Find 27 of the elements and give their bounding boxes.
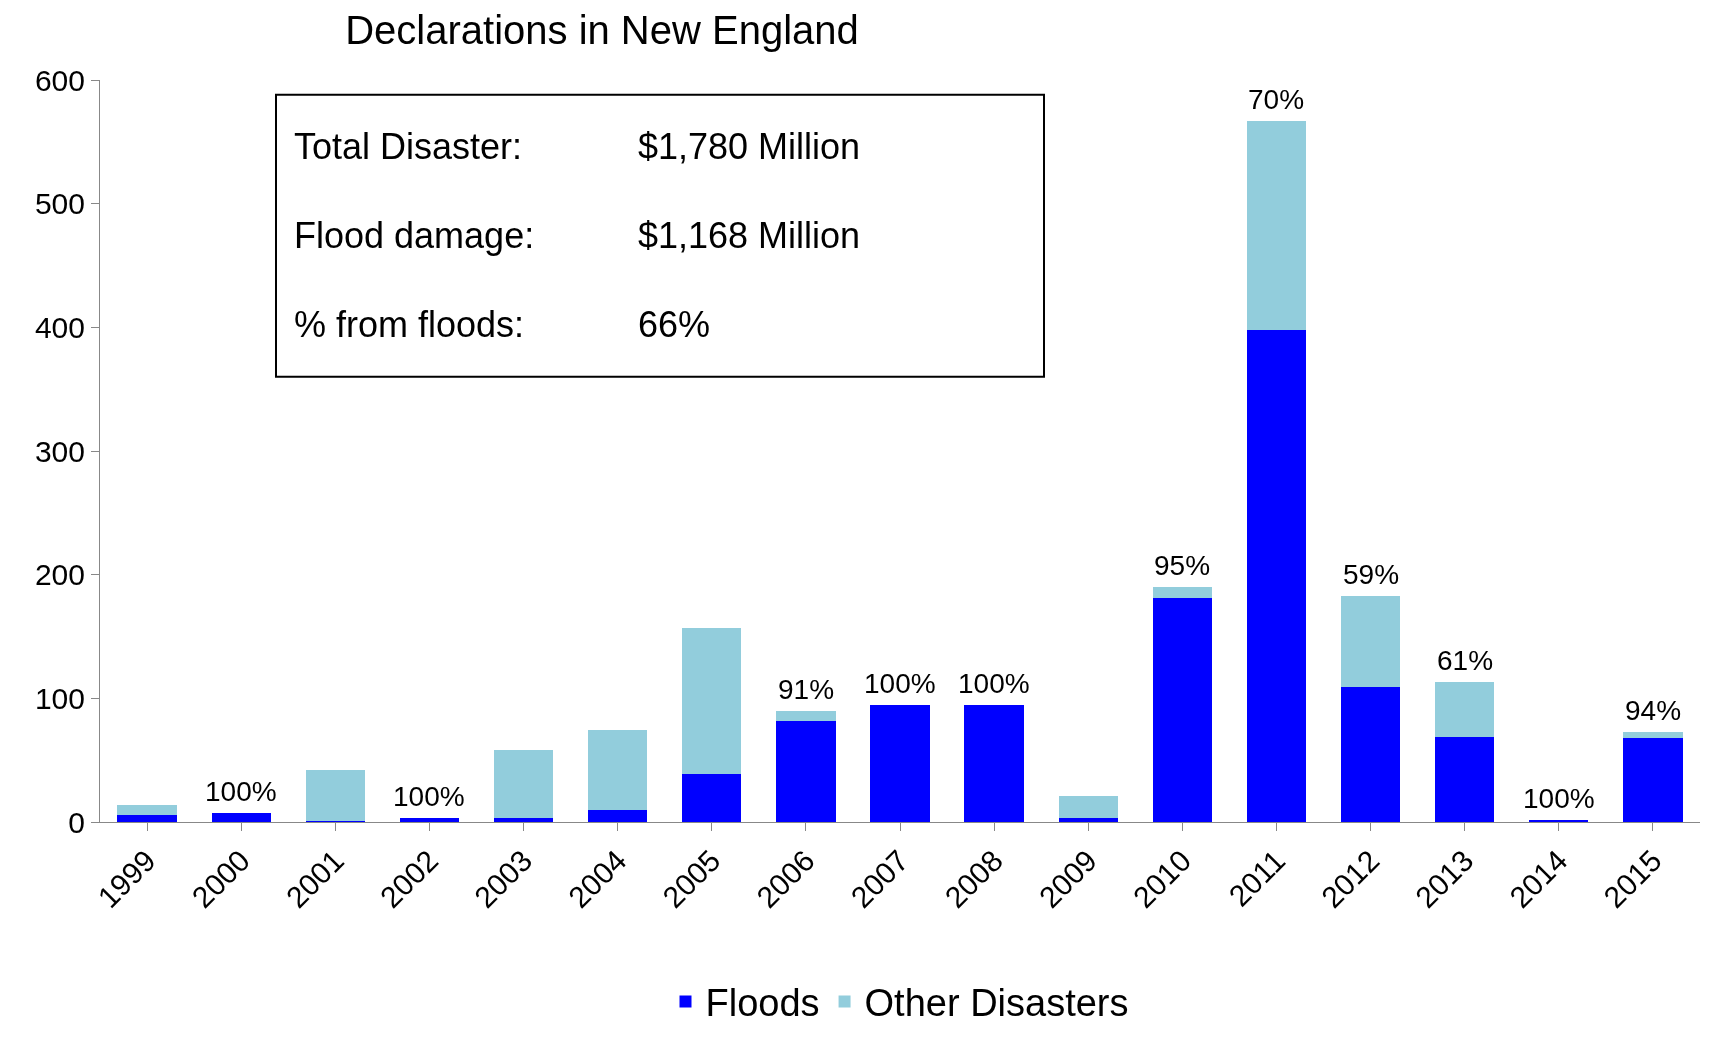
y-tick-label: 0 (68, 805, 85, 839)
legend-label: Other Disasters (864, 982, 1129, 1025)
y-tick-label: 300 (34, 434, 85, 468)
annotation: $1,780 Million (638, 126, 861, 167)
annotation: $1,168 Million (638, 215, 861, 256)
annotation: 61% (1437, 645, 1494, 676)
annotation: 66% (638, 304, 711, 345)
annotation: 70% (1248, 84, 1305, 115)
chart-title: Declarations in New England (345, 7, 859, 52)
annotation: 59% (1343, 559, 1400, 590)
y-tick-label: 500 (34, 187, 85, 221)
annotation: % from floods: (294, 304, 525, 345)
annotation: Total Disaster: (294, 126, 523, 167)
annotation: 94% (1625, 695, 1682, 726)
y-tick-label: 400 (34, 310, 85, 344)
y-tick-label: 200 (34, 558, 85, 592)
annotation: 100% (205, 776, 277, 807)
annotation: 100% (864, 668, 936, 699)
annotation: 91% (778, 674, 835, 705)
annotation: 100% (1523, 783, 1595, 814)
annotation: Flood damage: (294, 215, 535, 256)
legend-label: Floods (705, 982, 820, 1025)
y-tick-label: 100 (34, 681, 85, 715)
annotation: 100% (393, 781, 465, 812)
annotation: 95% (1154, 550, 1211, 581)
y-tick-label: 600 (34, 63, 85, 97)
annotation: 100% (958, 668, 1030, 699)
